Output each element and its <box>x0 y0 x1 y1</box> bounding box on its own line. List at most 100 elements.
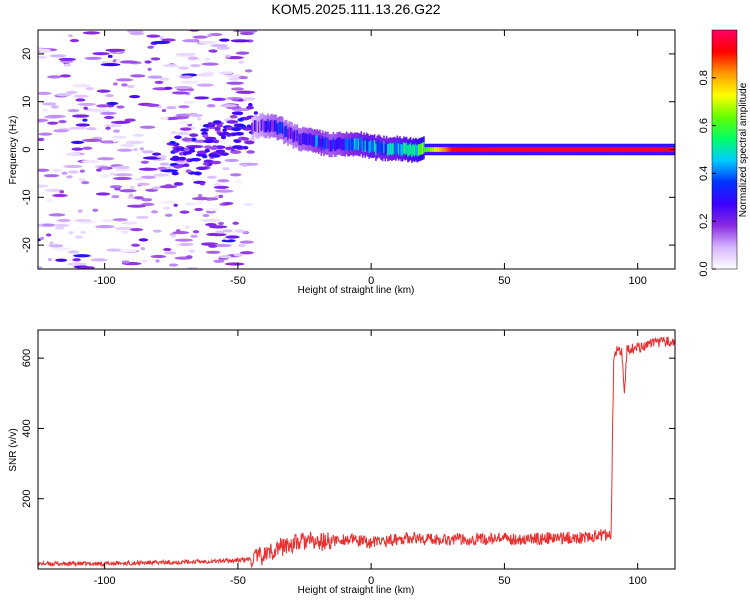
ridge-cell <box>407 145 409 157</box>
noise-cell <box>161 116 169 121</box>
noise-cell <box>101 219 114 223</box>
ridge-cell <box>279 121 281 134</box>
ridge-cell <box>391 143 393 156</box>
noise-cell <box>113 82 118 86</box>
ridge-cell <box>460 146 463 153</box>
ridge-cell <box>351 138 353 150</box>
noise-cell <box>140 160 149 164</box>
ridge-cell <box>300 134 303 146</box>
ridge-cell <box>663 146 665 153</box>
ridge-cell <box>344 139 347 151</box>
ridge-cell <box>569 146 572 153</box>
snr-frame <box>37 329 676 570</box>
noise-cell <box>38 118 49 123</box>
noise-cell <box>38 223 43 227</box>
ridge-cell <box>492 146 495 153</box>
ridge-cell <box>368 141 371 154</box>
noise-cell <box>253 111 258 115</box>
noise-cell <box>106 101 119 106</box>
noise-cell <box>185 225 190 229</box>
noise-cell <box>238 162 259 166</box>
ridge-cell <box>655 146 657 153</box>
noise-cell <box>174 135 182 140</box>
noise-cell <box>82 138 102 142</box>
ridge-cell <box>471 146 473 153</box>
noise-cell <box>246 150 255 154</box>
noise-cell <box>138 238 149 242</box>
ridge-cell <box>459 146 461 153</box>
snr-x-tick-label: 50 <box>498 575 510 587</box>
ridge-cell <box>441 146 444 153</box>
noise-cell <box>237 118 244 122</box>
ridge-cell <box>333 139 336 152</box>
ridge-cell <box>317 136 320 149</box>
noise-cell <box>196 83 214 87</box>
noise-cell <box>85 87 94 91</box>
noise-cell <box>107 54 113 58</box>
noise-cell <box>150 254 167 259</box>
ridge-cell <box>599 146 601 153</box>
noise-cell <box>132 133 145 137</box>
ridge-cell <box>604 146 606 153</box>
noise-cell <box>83 106 88 110</box>
noise-cell <box>222 167 230 171</box>
noise-cell <box>235 180 244 184</box>
noise-cell <box>74 218 92 223</box>
ridge-cell <box>560 146 562 153</box>
ridge-cell <box>273 120 276 132</box>
ridge-cell <box>349 137 352 150</box>
ridge-cell <box>319 135 321 147</box>
spectrogram-y-label: Frequency (Hz) <box>8 116 19 185</box>
ridge-cell <box>356 138 359 150</box>
ridge-cell <box>463 146 465 153</box>
ridge-cell <box>431 146 433 153</box>
ridge-cell <box>500 146 503 153</box>
noise-cell <box>183 148 190 152</box>
noise-cell <box>154 80 164 84</box>
noise-cell <box>104 94 114 98</box>
noise-cell <box>43 174 60 178</box>
spectrogram-x-label: Height of straight line (km) <box>298 285 415 296</box>
noise-cell <box>222 229 233 233</box>
snr-x-tick-label: 100 <box>629 575 647 587</box>
noise-cell <box>191 197 211 201</box>
noise-cell <box>234 229 246 233</box>
ridge-cell <box>549 146 552 153</box>
noise-cell <box>96 89 111 93</box>
noise-cell <box>63 63 71 67</box>
ridge-cell <box>645 146 648 153</box>
ridge-band-upper <box>424 145 675 148</box>
ridge-cell <box>525 146 528 153</box>
ridge-cell <box>393 142 396 154</box>
ridge-cell <box>547 146 549 153</box>
ridge-cell <box>524 146 527 153</box>
noise-cell <box>159 36 164 40</box>
noise-cell <box>130 74 146 78</box>
ridge-cell <box>289 127 292 139</box>
noise-cell <box>205 208 220 212</box>
ridge-cell <box>583 146 585 153</box>
ridge-cell <box>345 137 348 149</box>
ridge-cell <box>605 146 608 153</box>
noise-cell <box>204 57 211 61</box>
noise-cell <box>109 185 123 189</box>
ridge-cell <box>427 146 429 153</box>
snr-y-tick-label: 400 <box>21 419 33 437</box>
ridge-cell <box>523 146 525 153</box>
noise-cell <box>129 193 134 197</box>
ridge-cell <box>541 146 544 153</box>
noise-cell <box>218 255 232 259</box>
noise-cell <box>72 258 81 262</box>
noise-cell <box>163 206 171 210</box>
spectrogram-y-tick-label: 0 <box>21 146 33 152</box>
noise-cell <box>215 230 225 234</box>
ridge-cell <box>505 146 508 153</box>
ridge-cell <box>419 143 421 156</box>
noise-cell <box>178 242 194 247</box>
ridge-cell <box>588 146 590 153</box>
ridge-cell <box>651 146 653 153</box>
ridge-cell <box>292 131 295 143</box>
noise-cell <box>182 39 199 43</box>
